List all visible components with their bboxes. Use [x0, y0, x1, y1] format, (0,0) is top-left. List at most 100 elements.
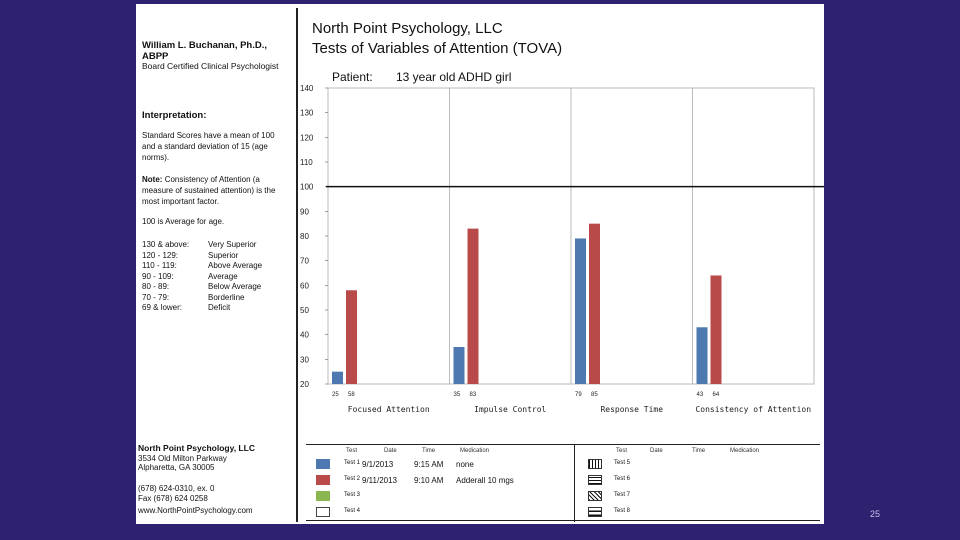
score-range-row: 130 & above: Very Superior: [142, 240, 262, 251]
company-address-line1: 3534 Old Milton Parkway: [138, 453, 227, 463]
legend-header-right: Medication: [730, 448, 760, 454]
note-label: Note:: [142, 175, 163, 184]
legend-pattern-swatch: [588, 459, 602, 469]
y-tick-label: 140: [300, 84, 314, 93]
legend-medication: Adderall 10 mgs: [456, 476, 514, 485]
legend-header-right: Test: [616, 448, 628, 454]
score-range-row: 69 & lower: Deficit: [142, 303, 262, 314]
legend-swatch: [316, 491, 330, 501]
bar-test-1: [453, 347, 465, 384]
category-label: Response Time: [600, 405, 663, 414]
report-page: [136, 4, 824, 524]
legend-swatch: [316, 507, 330, 517]
test-legend: Test Date Time Medication Test Date Time Medica…: [306, 444, 820, 522]
y-tick-label: 60: [300, 281, 309, 290]
legend-bottom-border: [306, 520, 820, 521]
score-range-label: Very Superior: [208, 240, 257, 249]
legend-header-right: Time: [692, 448, 706, 454]
bar-test-1: [332, 371, 343, 384]
y-tick-label: 20: [300, 380, 309, 389]
legend-test-label-right: Test 5: [614, 460, 631, 466]
bar-value-label: 79: [575, 392, 582, 398]
doctor-certification: Board Certified Clinical Psychologist: [142, 61, 279, 71]
legend-date: 9/11/2013: [362, 476, 397, 485]
company-phone: (678) 624-0310, ex. 0: [138, 484, 215, 493]
category-label: Consistency of Attention: [695, 405, 811, 414]
company-address: North Point Psychology, LLC 3534 Old Mil…: [138, 443, 255, 473]
legend-header-right: Date: [650, 448, 663, 454]
patient-value: 13 year old ADHD girl: [396, 70, 512, 84]
bar-value-label: 43: [697, 392, 704, 398]
score-range-label: Deficit: [208, 303, 231, 312]
company-name: North Point Psychology, LLC: [138, 443, 255, 453]
category-label: Focused Attention: [348, 405, 430, 414]
bar-test-1: [696, 327, 708, 384]
y-tick-label: 50: [300, 306, 309, 315]
score-range-label: Below Average: [208, 282, 262, 291]
y-tick-label: 40: [300, 331, 309, 340]
score-range-value: 80 - 89:: [142, 282, 170, 291]
report-subtitle: Tests of Variables of Attention (TOVA): [312, 40, 563, 57]
score-range-value: 69 & lower:: [142, 303, 183, 312]
legend-time: 9:15 AM: [414, 460, 444, 469]
average-line: 100 is Average for age.: [142, 217, 225, 226]
y-tick-label: 120: [300, 133, 314, 142]
bar-value-label: 58: [348, 392, 355, 398]
standard-scores-text: Standard Scores have a mean of 100 and a…: [142, 131, 275, 162]
page-number: 25: [870, 509, 881, 519]
report-title: North Point Psychology, LLC: [312, 20, 503, 37]
tova-bar-chart: 20 30 40 50 60 70 80 90 100 110 120 130 140 25 58 Focus…: [300, 84, 824, 414]
category-label: Impulse Control: [474, 405, 546, 414]
score-range-list: 130 & above: Very Superior 120 - 129: Super…: [142, 240, 262, 314]
legend-divider: [574, 444, 575, 522]
score-range-label: Average: [208, 271, 238, 281]
score-range-row: 90 - 109: Average: [142, 272, 262, 283]
score-range-row: 110 - 119: Above Average: [142, 261, 262, 272]
vertical-divider: [296, 8, 298, 522]
score-range-value: 90 - 109:: [142, 271, 174, 281]
bar-test-2: [710, 275, 722, 384]
bar-value-label: 64: [713, 392, 720, 398]
legend-header: Medication: [460, 448, 490, 454]
bar-test-2: [346, 290, 357, 384]
y-tick-label: 130: [300, 109, 314, 118]
y-tick-label: 90: [300, 207, 309, 216]
legend-time: 9:10 AM: [414, 476, 444, 485]
score-range-value: 110 - 119:: [142, 261, 177, 270]
score-range-row: 120 - 129: Superior: [142, 251, 262, 262]
legend-test-label: Test 3: [344, 492, 361, 498]
y-tick-label: 110: [300, 158, 313, 167]
y-tick-label: 100: [300, 183, 314, 192]
score-range-value: 120 - 129:: [142, 250, 179, 260]
score-range-label: Above Average: [208, 261, 263, 270]
legend-test-label: Test 1: [344, 460, 361, 466]
legend-test-label-right: Test 8: [614, 508, 631, 514]
legend-swatch: [316, 475, 330, 485]
note-body: Consistency of Attention (a measure of s…: [142, 175, 276, 206]
legend-test-label: Test 2: [344, 476, 361, 482]
note-text: Note: Consistency of Attention (a measur…: [142, 174, 290, 207]
bar-value-label: 35: [454, 392, 461, 398]
bar-test-2: [589, 223, 600, 384]
legend-test-label: Test 4: [344, 508, 361, 514]
score-range-row: 70 - 79: Borderline: [142, 293, 262, 304]
legend-medication: none: [456, 460, 474, 469]
bar-value-label: 85: [591, 392, 598, 398]
legend-pattern-swatch: [588, 507, 602, 517]
legend-pattern-swatch: [588, 475, 602, 485]
y-tick-label: 30: [300, 355, 309, 364]
score-range-row: 80 - 89: Below Average: [142, 282, 262, 293]
legend-header: Test: [346, 448, 358, 454]
company-contact: (678) 624-0310, ex. 0 Fax (678) 624 0258: [138, 484, 215, 503]
legend-swatch: [316, 459, 330, 469]
score-range-value: 130 & above:: [142, 240, 190, 249]
doctor-name: William L. Buchanan, Ph.D., ABPP: [142, 40, 268, 62]
company-fax: Fax (678) 624 0258: [138, 493, 208, 503]
bar-value-label: 25: [332, 392, 339, 398]
company-address-line2: Alpharetta, GA 30005: [138, 463, 215, 472]
interpretation-heading: Interpretation:: [142, 110, 207, 121]
legend-top-border: [306, 444, 820, 445]
bar-value-label: 83: [470, 392, 477, 398]
company-website: www.NorthPointPsychology.com: [138, 506, 253, 515]
y-tick-label: 70: [300, 257, 309, 266]
